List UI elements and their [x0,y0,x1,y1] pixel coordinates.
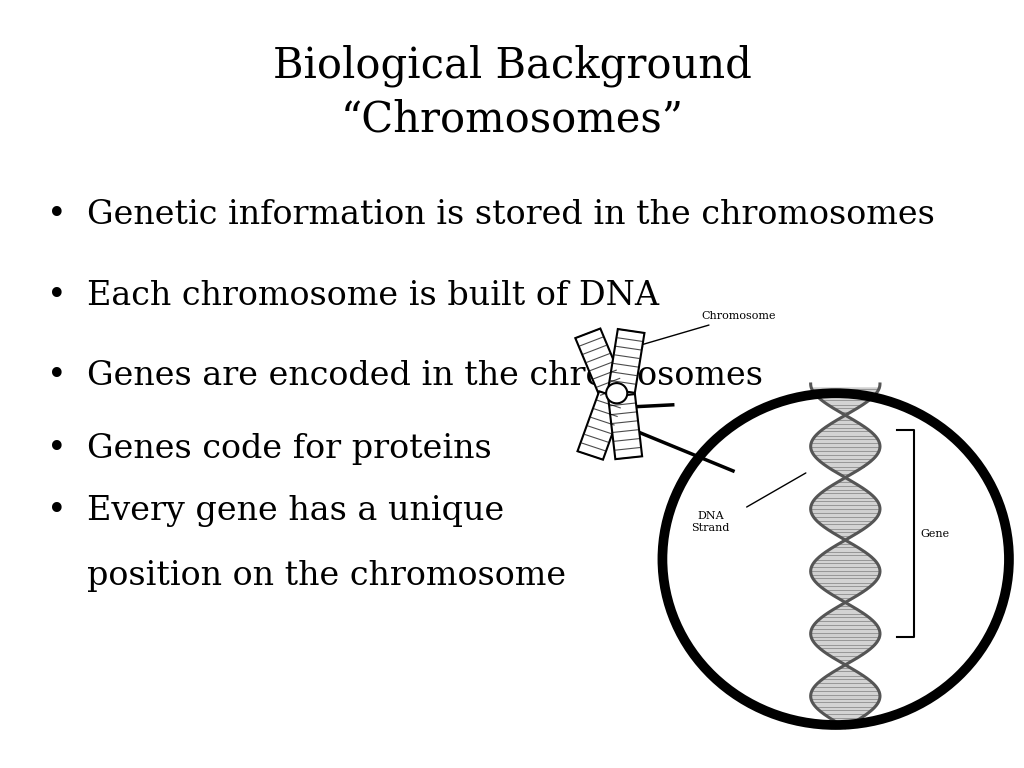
Text: Gene: Gene [921,528,950,539]
Text: Chromosome: Chromosome [638,312,775,347]
Text: Genes code for proteins: Genes code for proteins [87,433,492,465]
Polygon shape [578,392,625,459]
Polygon shape [575,329,625,396]
Text: Genes are encoded in the chromosomes: Genes are encoded in the chromosomes [87,360,763,392]
Text: •: • [46,280,67,312]
Text: •: • [46,433,67,465]
Text: Biological Background: Biological Background [272,44,752,87]
Text: Each chromosome is built of DNA: Each chromosome is built of DNA [87,280,659,312]
Polygon shape [608,394,642,459]
Text: position on the chromosome: position on the chromosome [87,560,566,592]
Text: “Chromosomes”: “Chromosomes” [341,98,683,140]
Text: •: • [46,199,67,231]
Circle shape [606,383,628,403]
Text: DNA
Strand: DNA Strand [691,511,730,533]
Polygon shape [608,329,644,393]
Text: •: • [46,360,67,392]
Text: •: • [46,495,67,527]
Text: Genetic information is stored in the chromosomes: Genetic information is stored in the chr… [87,199,935,231]
Text: Every gene has a unique: Every gene has a unique [87,495,504,527]
